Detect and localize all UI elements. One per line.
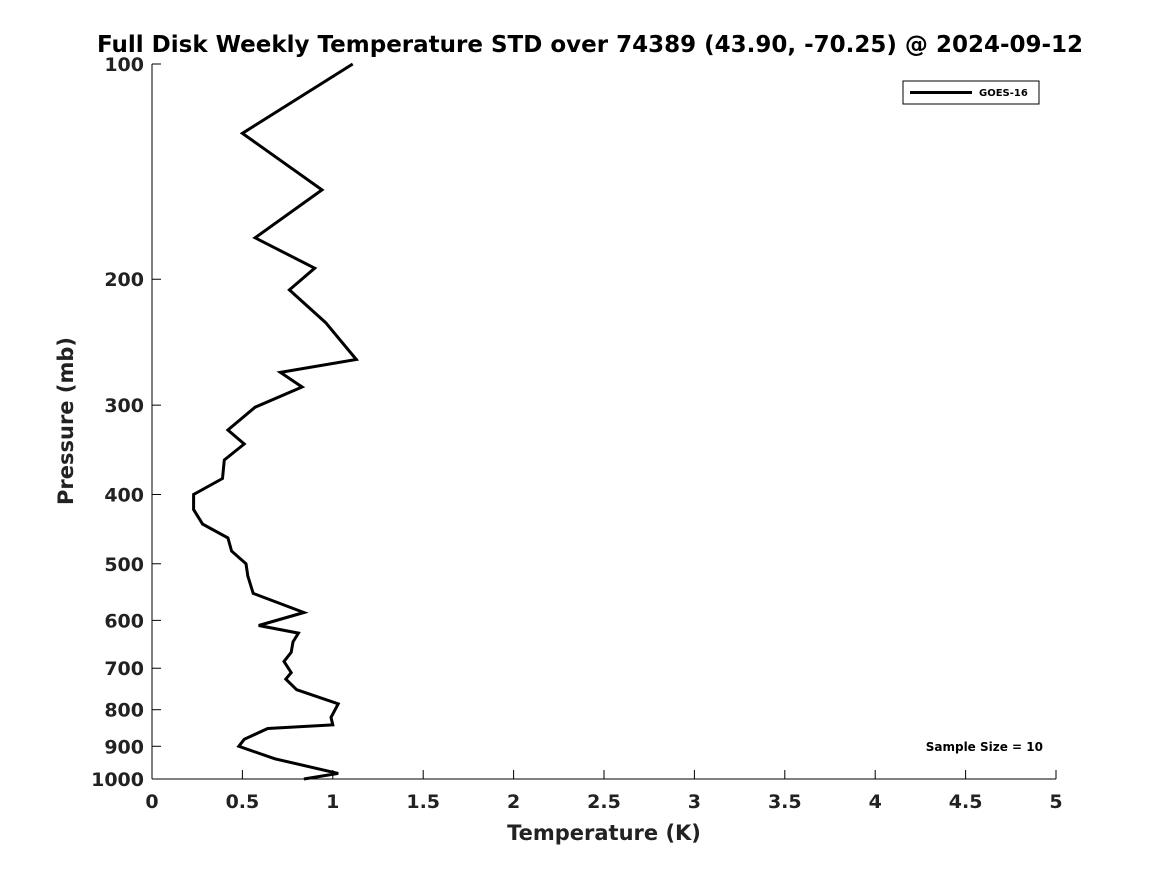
y-tick-label: 700 xyxy=(104,658,144,680)
x-tick-label: 3.5 xyxy=(768,791,802,813)
x-ticks: 0 0.5 1 1.5 2 2.5 3 3.5 4 4.5 5 xyxy=(145,770,1063,813)
series-line-goes-16 xyxy=(192,62,360,781)
y-tick-label: 900 xyxy=(104,736,144,758)
y-tick-label: 100 xyxy=(104,54,144,76)
x-tick-label: 4.5 xyxy=(949,791,983,813)
y-tick-label: 500 xyxy=(104,554,144,576)
x-tick-label: 1.5 xyxy=(406,791,440,813)
x-tick-label: 0.5 xyxy=(226,791,260,813)
x-tick-label: 1 xyxy=(326,791,339,813)
y-tick-label: 1000 xyxy=(91,769,144,791)
x-tick-label: 4 xyxy=(869,791,882,813)
x-tick-label: 2 xyxy=(507,791,520,813)
y-tick-label: 800 xyxy=(104,700,144,722)
x-tick-label: 3 xyxy=(688,791,701,813)
axes xyxy=(151,64,1056,780)
legend-label: GOES-16 xyxy=(979,88,1028,99)
x-tick-label: 5 xyxy=(1049,791,1062,813)
y-tick-label: 400 xyxy=(104,484,144,506)
series-layer xyxy=(192,62,360,781)
y-ticks: 100 200 300 400 500 600 700 800 900 1000 xyxy=(91,54,161,791)
x-tick-label: 2.5 xyxy=(587,791,621,813)
y-tick-label: 200 xyxy=(104,269,144,291)
y-axis-label: Pressure (mb) xyxy=(54,337,78,505)
chart-title: Full Disk Weekly Temperature STD over 74… xyxy=(97,32,1083,58)
y-tick-label: 600 xyxy=(104,610,144,632)
y-tick-label: 300 xyxy=(104,395,144,417)
sample-size-annotation: Sample Size = 10 xyxy=(926,740,1043,754)
x-tick-label: 0 xyxy=(145,791,158,813)
x-axis-label: Temperature (K) xyxy=(507,821,701,845)
legend: GOES-16 xyxy=(902,80,1040,105)
